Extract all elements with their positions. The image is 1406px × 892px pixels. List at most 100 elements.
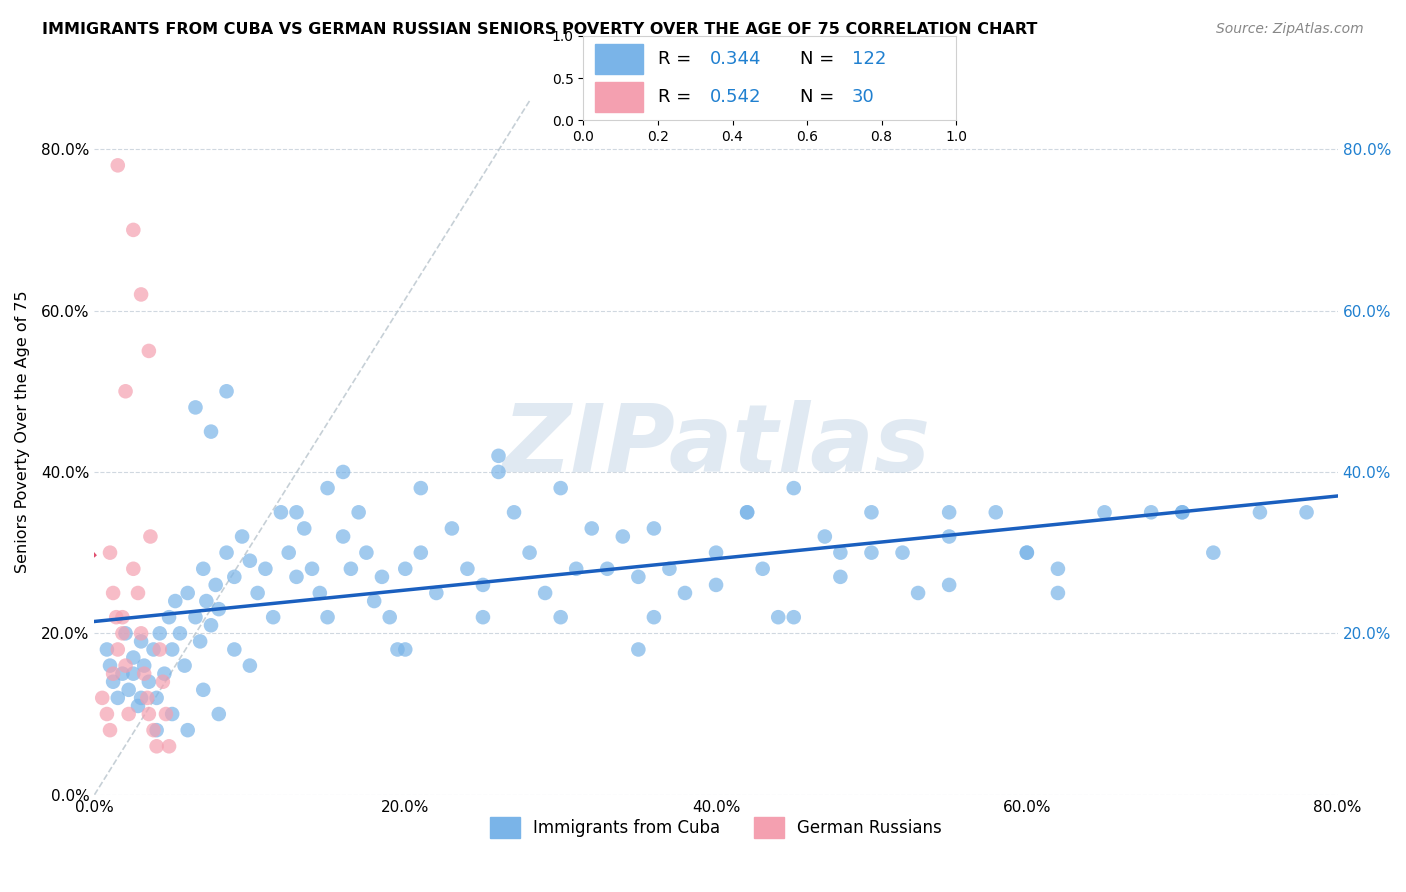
Point [136,690,159,705]
Point [519,546,541,560]
Point [409,481,432,495]
Point [409,546,432,560]
Point [239,658,262,673]
Point [984,505,1007,519]
Point [285,570,308,584]
Point [356,546,378,560]
Point [200,425,222,439]
Point [534,586,557,600]
Point [145,723,167,738]
Point [114,626,136,640]
Point [149,642,172,657]
Point [643,610,665,624]
Point [860,546,883,560]
Point [830,546,852,560]
Point [152,674,174,689]
Point [101,674,124,689]
Point [98,723,121,738]
Point [394,642,416,657]
Point [145,690,167,705]
Point [224,570,246,584]
Point [938,505,960,519]
Point [394,562,416,576]
Text: N =: N = [800,88,839,106]
Point [371,570,394,584]
Point [184,401,207,415]
Point [138,343,160,358]
Point [673,586,696,600]
Point [195,594,218,608]
Point [98,546,121,560]
Point [456,562,478,576]
Point [157,739,180,754]
Point [472,610,495,624]
Point [122,223,145,237]
Point [363,594,385,608]
Point [581,521,603,535]
Point [387,642,409,657]
Point [612,529,634,543]
Point [285,505,308,519]
Point [316,610,339,624]
Point [169,626,191,640]
Point [111,666,134,681]
Point [347,505,370,519]
Point [1202,546,1225,560]
Point [488,465,510,479]
Point [157,610,180,624]
Point [830,570,852,584]
Point [142,642,165,657]
Point [139,529,162,543]
Point [122,562,145,576]
Point [1140,505,1163,519]
Point [332,465,354,479]
Point [1295,505,1317,519]
Point [704,546,727,560]
Point [1015,546,1038,560]
Point [118,682,141,697]
Point [277,546,299,560]
Point [907,586,929,600]
Point [658,562,681,576]
Point [472,578,495,592]
Point [215,384,238,399]
Point [177,723,200,738]
Text: R =: R = [658,88,697,106]
Point [766,610,789,624]
Text: Source: ZipAtlas.com: Source: ZipAtlas.com [1216,22,1364,37]
Point [173,658,195,673]
Point [246,586,269,600]
Point [193,682,215,697]
Legend: Immigrants from Cuba, German Russians: Immigrants from Cuba, German Russians [484,811,949,845]
Bar [595,82,643,112]
Point [270,505,292,519]
Point [134,658,156,673]
Point [142,723,165,738]
Point [155,706,177,721]
Point [200,618,222,632]
Point [231,529,253,543]
Point [129,287,152,301]
Point [239,554,262,568]
Text: 122: 122 [852,50,886,68]
Text: 0.344: 0.344 [710,50,762,68]
Point [149,626,172,640]
Point [503,505,526,519]
Point [107,690,129,705]
Point [114,658,136,673]
Point [153,666,176,681]
Point [122,650,145,665]
Point [292,521,315,535]
Point [134,666,156,681]
Point [98,658,121,673]
Point [127,586,149,600]
Point [301,562,323,576]
Point [735,505,758,519]
Point [204,578,226,592]
Point [332,529,354,543]
Point [107,642,129,657]
Point [165,594,187,608]
Point [224,642,246,657]
Point [550,481,572,495]
Point [111,626,134,640]
